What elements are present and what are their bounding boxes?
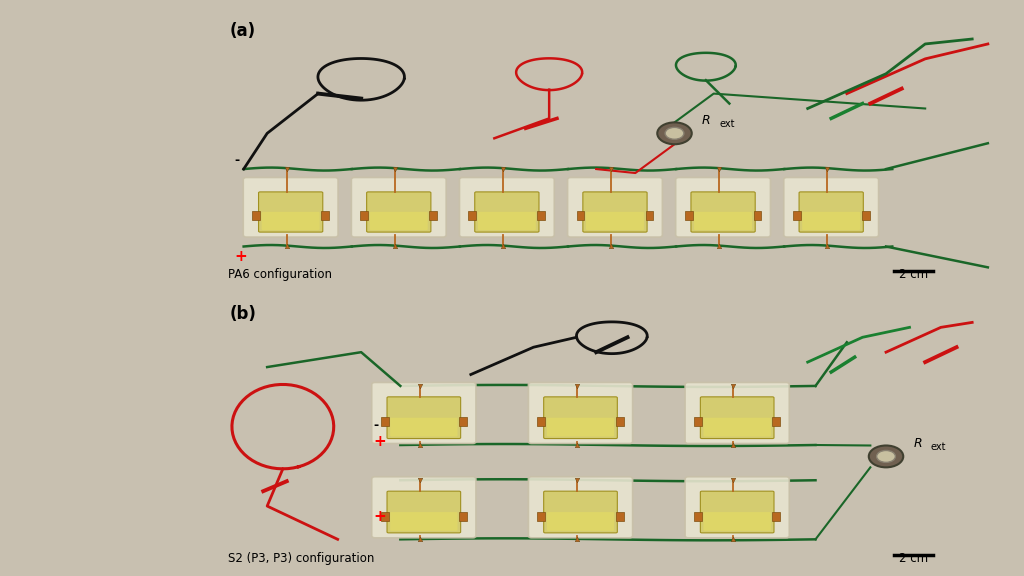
Bar [772,418,780,426]
Bar [381,418,388,426]
Text: +: + [373,509,386,524]
Bar [615,511,624,521]
FancyBboxPatch shape [372,382,476,444]
Circle shape [877,450,895,463]
Bar [429,211,437,221]
Bar [645,211,653,221]
FancyBboxPatch shape [685,477,790,538]
FancyBboxPatch shape [544,491,617,533]
FancyBboxPatch shape [387,397,461,438]
Text: (b): (b) [229,305,256,323]
Bar [360,211,369,221]
FancyBboxPatch shape [685,382,790,444]
FancyBboxPatch shape [460,177,554,237]
Bar [381,511,388,521]
FancyBboxPatch shape [390,418,458,437]
FancyBboxPatch shape [691,192,755,232]
FancyBboxPatch shape [351,177,446,237]
Text: ext: ext [719,119,734,130]
Bar [469,211,476,221]
Circle shape [657,122,692,144]
FancyBboxPatch shape [799,192,863,232]
Text: S2 (P3, P3) configuration: S2 (P3, P3) configuration [228,552,375,564]
FancyBboxPatch shape [547,418,614,437]
FancyBboxPatch shape [390,512,458,531]
FancyBboxPatch shape [367,192,431,232]
Bar [754,211,762,221]
FancyBboxPatch shape [372,477,476,538]
Bar [793,211,801,221]
Text: ext: ext [931,442,946,453]
Text: -: - [234,154,240,167]
FancyBboxPatch shape [262,212,319,230]
Bar [459,511,467,521]
Text: 2 cm: 2 cm [899,552,928,564]
FancyBboxPatch shape [586,212,644,230]
Bar [694,418,701,426]
Text: R: R [701,115,711,127]
FancyBboxPatch shape [528,382,633,444]
Text: +: + [373,434,386,449]
FancyBboxPatch shape [528,477,633,538]
FancyBboxPatch shape [802,212,860,230]
FancyBboxPatch shape [700,397,774,438]
FancyBboxPatch shape [258,192,323,232]
FancyBboxPatch shape [703,512,771,531]
Bar [322,211,329,221]
Bar [538,211,545,221]
FancyBboxPatch shape [244,177,338,237]
FancyBboxPatch shape [703,418,771,437]
Text: (a): (a) [229,22,256,40]
FancyBboxPatch shape [567,177,663,237]
Text: 2 cm: 2 cm [899,268,928,281]
FancyBboxPatch shape [387,491,461,533]
Bar [538,418,545,426]
Circle shape [868,445,903,467]
FancyBboxPatch shape [694,212,752,230]
FancyBboxPatch shape [370,212,428,230]
Text: -: - [373,419,378,432]
Text: R: R [913,438,922,450]
FancyBboxPatch shape [478,212,536,230]
Bar [862,211,869,221]
FancyBboxPatch shape [544,397,617,438]
Text: +: + [234,249,247,264]
FancyBboxPatch shape [783,177,879,237]
Bar [685,211,692,221]
Bar [252,211,260,221]
FancyBboxPatch shape [475,192,539,232]
Text: PA6 configuration: PA6 configuration [228,268,332,281]
Bar [459,418,467,426]
Bar [615,418,624,426]
Bar [694,511,701,521]
Bar [772,511,780,521]
Circle shape [666,127,684,139]
Bar [538,511,545,521]
FancyBboxPatch shape [583,192,647,232]
FancyBboxPatch shape [700,491,774,533]
FancyBboxPatch shape [547,512,614,531]
Bar [577,211,585,221]
FancyBboxPatch shape [676,177,770,237]
